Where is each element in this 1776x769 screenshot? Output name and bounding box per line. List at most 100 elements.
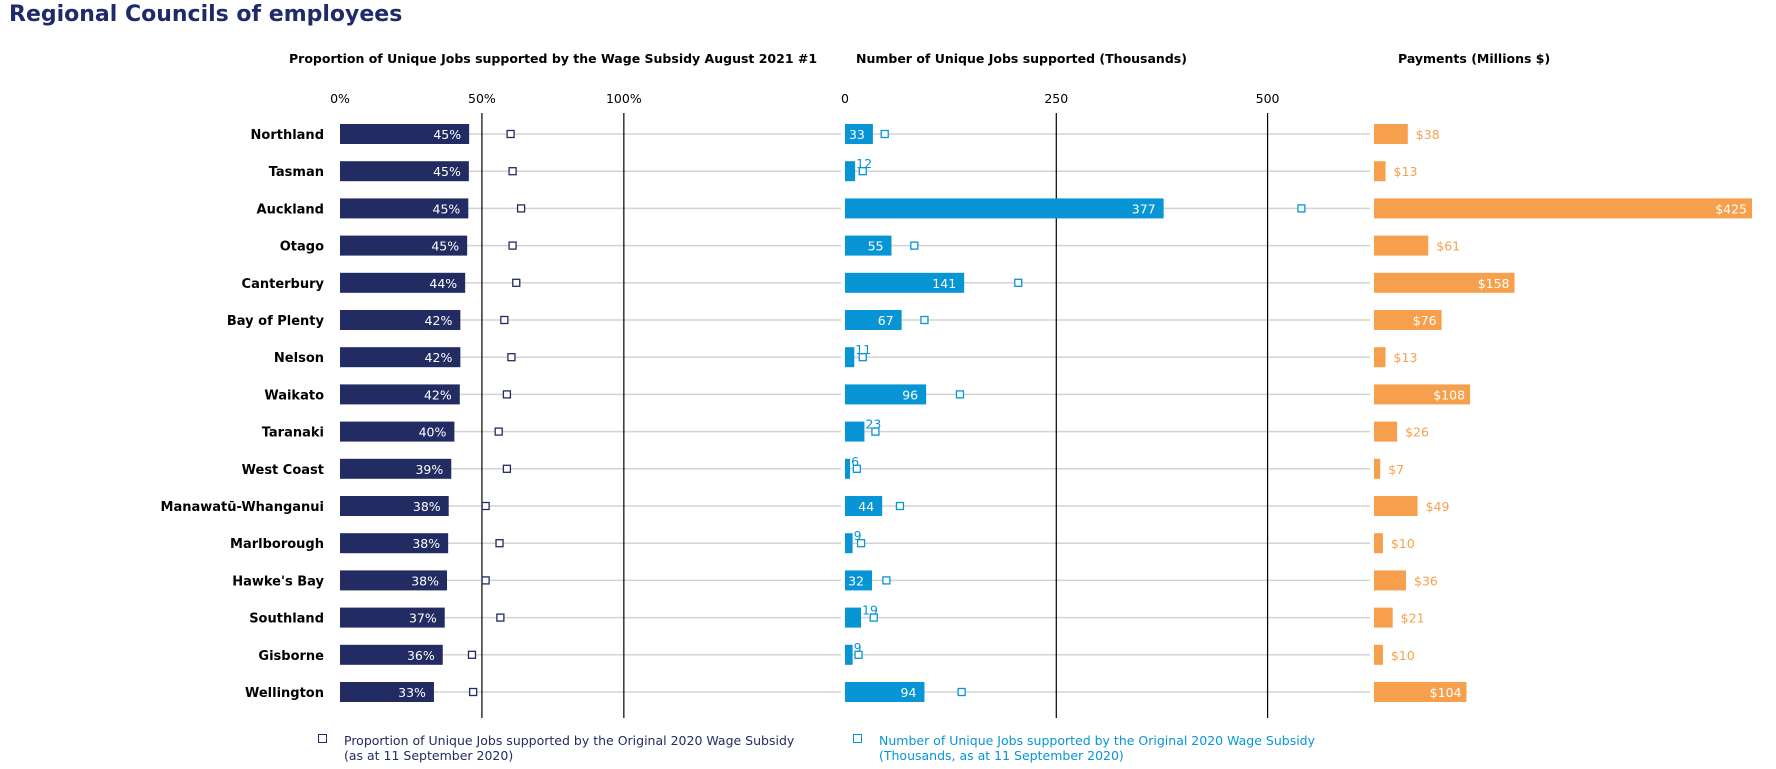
payments-bar	[1374, 458, 1381, 479]
payments-bar-label: $7	[1388, 462, 1404, 477]
payments-panel-title: Payments (Millions $)	[1398, 51, 1551, 66]
proportion-original-marker	[507, 353, 516, 362]
legend-proportion-line1: Proportion of Unique Jobs supported by t…	[344, 733, 795, 748]
proportion-bar-label: 42%	[425, 350, 453, 365]
jobs-bar-label: 44	[858, 499, 874, 514]
jobs-original-marker	[880, 129, 889, 139]
jobs-bar	[845, 533, 853, 554]
proportion-bar	[340, 272, 466, 293]
region-label: Northland	[251, 128, 324, 143]
legend-proportion-marker-icon	[318, 734, 327, 743]
payments-bar-label: $26	[1405, 425, 1429, 440]
proportion-bar-label: 42%	[425, 313, 453, 328]
payments-bar	[1374, 644, 1383, 665]
payments-bar-label: $104	[1430, 685, 1462, 700]
payments-bar	[1374, 496, 1418, 516]
proportion-bar-label: 38%	[411, 573, 439, 588]
region-label: Nelson	[274, 351, 324, 366]
jobs-bar-label: 32	[848, 573, 864, 588]
region-label: Bay of Plenty	[227, 314, 325, 329]
region-label: Tasman	[269, 165, 324, 180]
jobs-bar	[845, 682, 925, 702]
proportion-bar-label: 44%	[429, 276, 457, 291]
jobs-bar-label: 96	[902, 387, 918, 402]
proportion-original-marker	[516, 204, 526, 213]
proportion-bar	[340, 570, 448, 591]
region-label: Marlborough	[230, 537, 324, 552]
jobs-bar	[845, 607, 862, 628]
proportion-bar-label: 33%	[398, 685, 426, 700]
jobs-tick-label: 500	[1256, 91, 1280, 106]
proportion-bar-label: 36%	[407, 648, 435, 663]
jobs-original-marker	[854, 650, 863, 659]
jobs-bar-label: 377	[1132, 201, 1156, 216]
jobs-original-marker	[1014, 278, 1023, 287]
proportion-bar	[340, 198, 469, 219]
proportion-bar-label: 40%	[419, 425, 447, 440]
payments-bar-label: $49	[1426, 499, 1450, 514]
payments-bar	[1374, 682, 1467, 702]
jobs-bar-label: 141	[932, 276, 956, 291]
payments-bar	[1374, 124, 1408, 144]
proportion-tick-label: 0%	[330, 91, 350, 106]
region-label: Manawatū-Whanganui	[161, 500, 324, 515]
region-label: Wellington	[245, 686, 324, 701]
jobs-original-marker	[895, 501, 905, 511]
proportion-original-marker	[506, 129, 515, 139]
jobs-panel-title: Number of Unique Jobs supported (Thousan…	[856, 51, 1187, 66]
jobs-bar	[845, 421, 865, 442]
payments-bar	[1374, 198, 1752, 219]
region-label: Otago	[280, 240, 324, 255]
proportion-bar-label: 45%	[431, 239, 459, 254]
payments-bar-label: $10	[1391, 536, 1415, 551]
proportion-original-marker	[481, 501, 490, 511]
jobs-bar	[845, 161, 856, 182]
payments-bar-label: $13	[1394, 164, 1418, 179]
region-label: West Coast	[242, 463, 324, 478]
proportion-bar-label: 42%	[424, 387, 452, 402]
region-label: Taranaki	[262, 426, 324, 441]
jobs-bar	[845, 198, 1164, 219]
proportion-original-marker	[467, 650, 477, 659]
payments-bar-label: $108	[1433, 387, 1465, 402]
proportion-bar-label: 38%	[412, 536, 440, 551]
proportion-bar-label: 38%	[413, 499, 441, 514]
jobs-bar	[845, 458, 851, 479]
proportion-tick-label: 50%	[468, 91, 496, 106]
legend-proportion-line2: (as at 11 September 2020)	[344, 748, 514, 763]
proportion-bar	[340, 533, 449, 554]
proportion-original-marker	[481, 576, 490, 585]
jobs-bar-label: 55	[868, 239, 884, 254]
jobs-original-marker	[955, 390, 965, 399]
proportion-bar	[340, 235, 468, 256]
proportion-bar	[340, 310, 461, 330]
jobs-bar	[845, 570, 873, 591]
payments-bar	[1374, 570, 1407, 591]
jobs-bar-label: 94	[901, 685, 917, 700]
jobs-original-marker	[858, 353, 867, 362]
payments-bar	[1374, 421, 1398, 442]
jobs-bar	[845, 644, 853, 665]
region-label: Auckland	[257, 202, 324, 217]
jobs-bar	[845, 384, 927, 405]
payments-bar-label: $38	[1416, 127, 1440, 142]
proportion-bar-label: 45%	[433, 127, 461, 142]
payments-bar	[1374, 533, 1383, 554]
jobs-bar-label: 9	[854, 528, 862, 543]
jobs-original-marker	[871, 427, 880, 436]
proportion-bar	[340, 682, 434, 702]
proportion-original-marker	[500, 315, 509, 325]
proportion-original-marker	[468, 687, 478, 697]
jobs-original-marker	[856, 539, 866, 548]
region-label: Waikato	[264, 388, 324, 403]
jobs-bar	[845, 310, 902, 330]
proportion-bar	[340, 384, 460, 405]
jobs-original-marker	[882, 576, 891, 585]
payments-bar	[1374, 310, 1442, 330]
page-title: Regional Councils of employees	[9, 2, 403, 27]
jobs-original-marker	[869, 613, 878, 622]
region-label: Hawke's Bay	[232, 574, 324, 589]
proportion-bar-label: 45%	[433, 201, 461, 216]
payments-bar	[1374, 161, 1386, 182]
proportion-bar	[340, 421, 455, 442]
